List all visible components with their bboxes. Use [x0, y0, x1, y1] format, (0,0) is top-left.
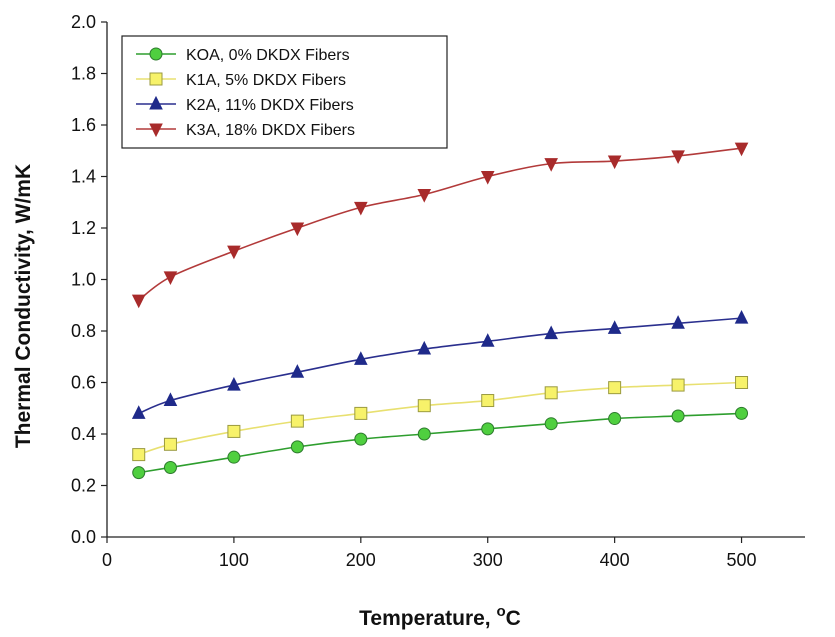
- data-point: [735, 406, 749, 420]
- data-point: [227, 245, 241, 260]
- x-tick-label: 100: [219, 550, 249, 570]
- data-point: [544, 386, 558, 400]
- legend: KOA, 0% DKDX Fibers K1A, 5% DKDX Fibers K2…: [121, 35, 448, 149]
- x-tick-label: 500: [727, 550, 757, 570]
- x-axis-title-text: Temperature,: [359, 607, 496, 630]
- data-point: [481, 394, 495, 408]
- data-point: [131, 294, 146, 309]
- data-point: [671, 378, 685, 392]
- data-point: [163, 437, 177, 451]
- x-tick-label: 0: [102, 550, 112, 570]
- y-tick-label: 0.6: [71, 373, 96, 393]
- x-tick-label: 200: [346, 550, 376, 570]
- data-point: [608, 381, 622, 395]
- x-tick-label: 300: [473, 550, 503, 570]
- x-axis-title: Temperature, oC: [359, 603, 521, 630]
- y-tick-label: 0.4: [71, 424, 96, 444]
- data-point: [417, 399, 431, 413]
- series-1: [132, 406, 749, 480]
- data-point: [132, 448, 146, 462]
- data-point: [544, 158, 558, 172]
- series-2: [132, 376, 749, 462]
- data-point: [290, 222, 305, 237]
- series-group: [131, 142, 749, 480]
- series-4: [131, 142, 749, 309]
- series-line: [138, 147, 742, 301]
- data-point: [734, 142, 749, 157]
- legend-item: K1A, 5% DKDX Fibers: [136, 72, 346, 89]
- ticks-group: 0.0 0.2 0.4 0.6 0.8 1.0 1.2 1.4 1.6 1.8 2.0 0 100 200…: [71, 12, 757, 570]
- data-point: [417, 340, 432, 355]
- data-point: [290, 414, 304, 428]
- data-point: [417, 189, 432, 203]
- x-tick-label: 400: [600, 550, 630, 570]
- data-point: [607, 155, 622, 170]
- data-point: [417, 427, 431, 441]
- data-point: [227, 450, 241, 464]
- data-point: [163, 392, 178, 407]
- legend-label: K1A, 5% DKDX Fibers: [186, 72, 346, 89]
- data-point: [354, 351, 368, 365]
- data-point: [354, 432, 368, 446]
- y-tick-label: 2.0: [71, 12, 96, 32]
- y-tick-label: 0.2: [71, 476, 96, 496]
- data-point: [544, 417, 558, 431]
- data-point: [149, 47, 163, 61]
- series-line: [138, 317, 742, 415]
- data-point: [544, 325, 558, 340]
- data-point: [607, 320, 622, 334]
- series-3: [131, 310, 749, 419]
- data-point: [149, 72, 163, 86]
- series-line: [138, 412, 742, 474]
- data-point: [671, 409, 685, 423]
- data-point: [131, 405, 146, 419]
- y-axis-title: Thermal Conductivity, W/mK: [12, 164, 35, 448]
- y-tick-label: 1.2: [71, 218, 96, 238]
- y-tick-label: 1.8: [71, 64, 96, 84]
- legend-label: KOA, 0% DKDX Fibers: [186, 47, 350, 64]
- series-line: [138, 381, 742, 456]
- data-point: [671, 315, 685, 329]
- x-axis-title-group: Temperature, oC: [359, 603, 521, 630]
- data-point: [227, 424, 241, 438]
- data-point: [735, 376, 749, 389]
- legend-item: K3A, 18% DKDX Fibers: [136, 122, 355, 139]
- data-point: [163, 271, 178, 286]
- x-axis-title-unit-super: o: [496, 603, 505, 620]
- y-axis-title-group: Thermal Conductivity, W/mK: [12, 164, 35, 448]
- data-point: [132, 466, 146, 480]
- legend-item: KOA, 0% DKDX Fibers: [136, 47, 350, 64]
- data-point: [290, 440, 304, 454]
- x-axis-title-unit-base: C: [506, 607, 521, 630]
- data-point: [734, 310, 749, 324]
- y-tick-label: 0.8: [71, 321, 96, 341]
- data-point: [149, 95, 163, 110]
- y-tick-label: 1.4: [71, 167, 96, 187]
- data-point: [481, 422, 495, 436]
- data-point: [227, 376, 241, 391]
- data-point: [163, 460, 177, 474]
- data-point: [354, 406, 368, 420]
- data-point: [149, 123, 163, 138]
- data-point: [480, 171, 495, 185]
- data-point: [671, 150, 685, 165]
- legend-box: [121, 35, 448, 149]
- data-point: [354, 201, 368, 216]
- data-point: [290, 364, 305, 378]
- y-tick-label: 1.0: [71, 270, 96, 290]
- legend-label: K2A, 11% DKDX Fibers: [186, 97, 354, 114]
- legend-item: K2A, 11% DKDX Fibers: [136, 95, 354, 114]
- y-tick-label: 1.6: [71, 115, 96, 135]
- data-point: [608, 412, 622, 426]
- y-tick-label: 0.0: [71, 527, 96, 547]
- data-point: [480, 333, 495, 347]
- legend-label: K3A, 18% DKDX Fibers: [186, 122, 355, 139]
